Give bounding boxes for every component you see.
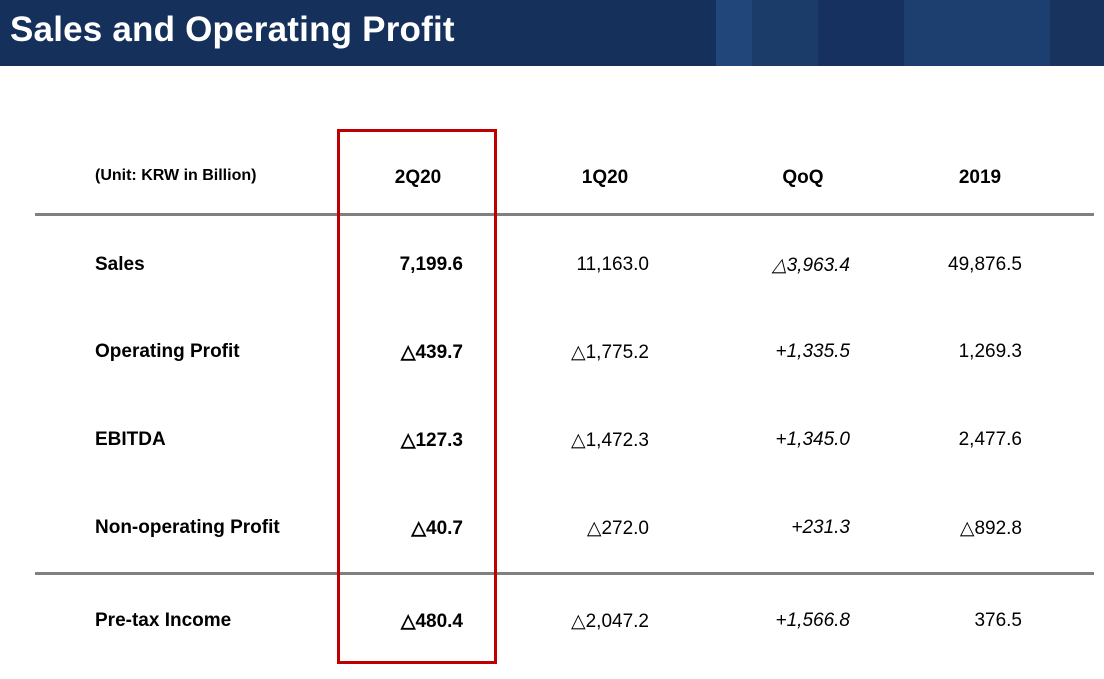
row-label-sales: Sales [95, 254, 145, 275]
cell-ebitda-2q20: △127.3 [400, 430, 463, 451]
cell-sales-2019: 49,876.5 [948, 254, 1022, 275]
unit-note: (Unit: KRW in Billion) [95, 167, 257, 184]
cell-sales-1q20: 11,163.0 [576, 254, 649, 275]
banner-stripe [1050, 0, 1104, 66]
column-header-2019: 2019 [958, 167, 1002, 188]
cell-ebitda-1q20: △1,472.3 [570, 430, 649, 451]
cell-sales-2q20: 7,199.6 [399, 254, 463, 275]
row-label-pre-tax-income: Pre-tax Income [95, 610, 232, 631]
page-title: Sales and Operating Profit [10, 10, 455, 49]
cell-pre-tax-income-2019: 376.5 [974, 610, 1022, 631]
row-label-operating-profit: Operating Profit [95, 341, 240, 362]
cell-non-operating-profit-2q20: △40.7 [411, 518, 463, 539]
cell-non-operating-profit-qoq: +231.3 [791, 517, 850, 538]
banner-stripe [904, 0, 1050, 66]
cell-pre-tax-income-qoq: +1,566.8 [775, 610, 851, 631]
cell-ebitda-2019: 2,477.6 [958, 429, 1022, 450]
title-banner: Sales and Operating Profit [0, 0, 1104, 66]
row-label-non-operating-profit: Non-operating Profit [95, 517, 280, 538]
row-label-ebitda: EBITDA [95, 429, 166, 450]
cell-sales-qoq: △3,963.4 [771, 255, 850, 276]
cell-non-operating-profit-1q20: △272.0 [586, 518, 649, 539]
cell-pre-tax-income-1q20: △2,047.2 [570, 611, 649, 632]
banner-stripe [716, 0, 752, 66]
banner-stripe [818, 0, 904, 66]
cell-ebitda-qoq: +1,345.0 [775, 429, 851, 450]
cell-operating-profit-2q20: △439.7 [400, 342, 463, 363]
cell-operating-profit-qoq: +1,335.5 [775, 341, 851, 362]
cell-operating-profit-1q20: △1,775.2 [570, 342, 649, 363]
total-divider [35, 572, 1094, 575]
column-header-1q20: 1Q20 [581, 167, 629, 188]
banner-stripe [752, 0, 818, 66]
header-divider [35, 213, 1094, 216]
cell-operating-profit-2019: 1,269.3 [958, 341, 1022, 362]
column-header-2q20: 2Q20 [394, 167, 442, 188]
cell-non-operating-profit-2019: △892.8 [959, 518, 1022, 539]
cell-pre-tax-income-2q20: △480.4 [400, 611, 463, 632]
column-header-qoq: QoQ [782, 167, 824, 188]
2q20-highlight-box [337, 129, 497, 664]
